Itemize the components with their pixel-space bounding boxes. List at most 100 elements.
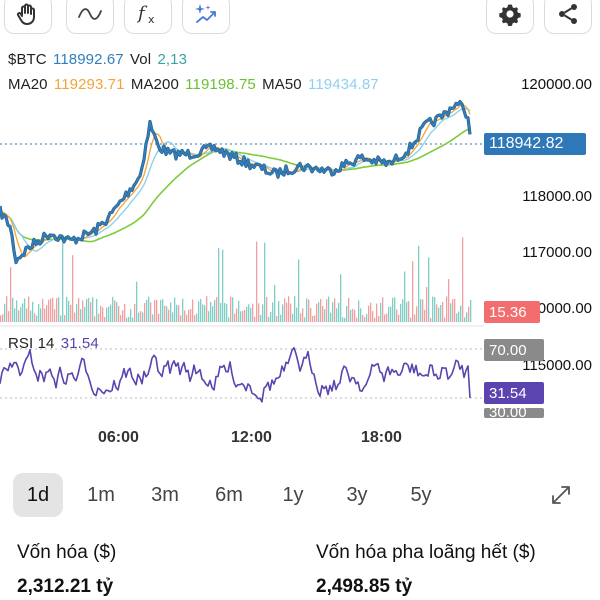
volume-bar [170,302,172,322]
volume-bar [118,306,120,322]
volume-bar [426,287,428,322]
volume-bar [68,300,70,322]
volume-bar [422,299,424,322]
volume-bar [306,298,308,322]
volume-bar [48,299,50,322]
volume-bar [414,314,416,322]
rsi-upper-tag: 70.00 [484,339,544,361]
volume-bar [82,300,84,322]
volume-bar [34,313,36,322]
volume-bar [284,298,286,322]
price-chart[interactable]: $BTC 118992.67 Vol 2,13 MA20 119293.71 M… [0,36,600,456]
volume-bar [54,309,56,322]
volume-bar [94,316,96,322]
volume-bar [450,303,452,322]
volume-bar [116,302,118,322]
volume-bar [76,304,78,322]
volume-bar [342,317,344,322]
volume-bar [270,311,272,322]
ma50-line [0,107,471,252]
volume-bar [212,306,214,322]
volume-bar [436,304,438,322]
volume-bar [30,310,32,322]
volume-bar [402,299,404,322]
volume-bar [126,318,128,322]
volume-bar [324,309,326,322]
volume-bar [210,302,212,322]
volume-bar [382,297,384,322]
volume-bar [194,315,196,322]
timeframe-1d[interactable]: 1d [13,473,63,517]
volume-bar [260,314,262,322]
ma20-label: MA20 [8,76,48,93]
volume-bar [106,307,108,322]
volume-bar [74,312,76,322]
volume-bar [308,299,310,322]
volume-bar [354,309,356,322]
volume-bar [56,298,58,322]
gear-icon [499,4,521,26]
current-price-tag: 118942.82 [484,133,586,155]
volume-bar [326,299,328,322]
volume-bar [138,312,140,322]
volume-bar [224,303,226,322]
volume-bar [396,309,398,322]
volume-bar [276,316,278,322]
volume-bar [360,308,362,322]
volume-bar [288,296,290,322]
volume-bar [370,302,372,322]
volume-bar [178,305,180,322]
volume-bar [2,314,4,322]
volume-bar [298,259,300,322]
volume-bar [80,309,82,322]
volume-bar [62,243,64,322]
timeframe-6m[interactable]: 6m [215,483,243,506]
volume-bar [448,279,450,322]
volume-bar [286,302,288,322]
time-axis-label: 12:00 [231,429,272,446]
volume-bar [180,315,182,322]
volume-bar [434,297,436,322]
volume-bar [380,303,382,322]
volume-bar [242,311,244,322]
volume-bar [304,317,306,322]
volume-bar [408,301,410,322]
trend-line-tool-button[interactable] [66,0,114,34]
ai-analysis-tool-button[interactable] [182,0,230,34]
volume-bar [406,301,408,322]
expand-chart-button[interactable] [536,473,586,517]
svg-text:x: x [148,13,155,26]
volume-bar [356,317,358,322]
volume-bar [330,312,332,322]
market-cap-value: 2,312.21 tỷ [17,576,114,597]
volume-bar [60,315,62,322]
timeframe-1m[interactable]: 1m [87,483,115,506]
volume-bar [420,299,422,322]
timeframe-3m[interactable]: 3m [151,483,179,506]
volume-bar [16,300,18,322]
timeframe-selector: 1d 1m 3m 6m 1y 3y 5y [0,470,600,518]
timeframe-1y[interactable]: 1y [282,483,304,506]
timeframe-5y[interactable]: 5y [410,483,432,506]
volume-bar [10,267,12,322]
volume-bar [350,310,352,322]
timeframe-3y[interactable]: 3y [346,483,368,506]
volume-bar [254,316,256,322]
share-icon [559,4,577,24]
volume-bar [108,306,110,322]
rsi-value-tag: 31.54 [484,382,544,404]
settings-button[interactable] [486,0,534,34]
hand-icon [16,3,35,25]
svg-text:f: f [136,3,148,24]
volume-bar [322,306,324,322]
volume-bar [220,302,222,322]
hand-tool-button[interactable] [4,0,52,34]
price-axis-label: 115000.00 [522,357,592,374]
indicator-tool-button[interactable]: f x [124,0,172,34]
volume-bar [92,297,94,322]
volume-bar [258,303,260,322]
share-button[interactable] [544,0,592,34]
volume-bar [166,306,168,322]
volume-bar [400,303,402,322]
volume-bar [232,297,234,322]
